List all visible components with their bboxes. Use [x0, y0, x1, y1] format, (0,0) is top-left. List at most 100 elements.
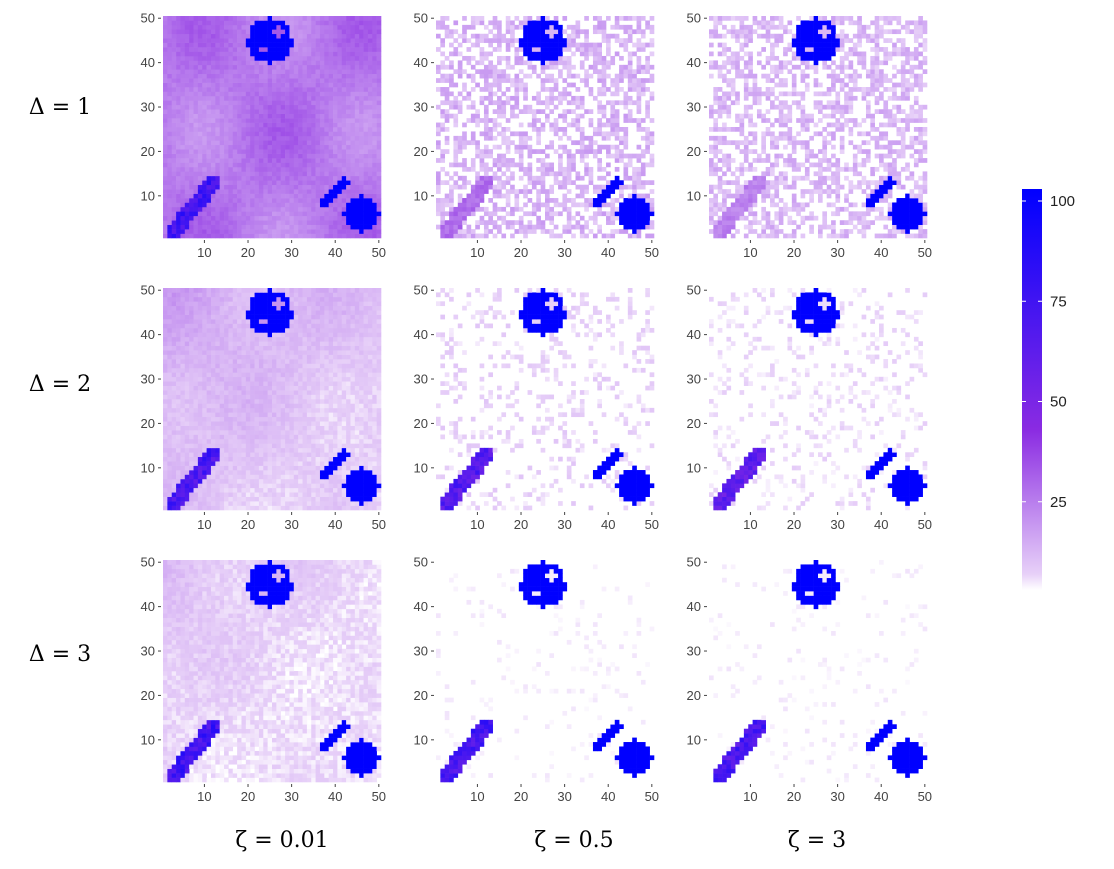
- heatmap-cell: [466, 24, 472, 30]
- heatmap-cell: [189, 55, 194, 61]
- heatmap-cell: [492, 73, 498, 79]
- heatmap-cell: [228, 144, 234, 150]
- heatmap-cell: [640, 118, 646, 123]
- heatmap-cell: [636, 82, 642, 88]
- heatmap-cell: [333, 122, 338, 128]
- heatmap-cell: [298, 193, 303, 199]
- heatmap-cell: [324, 184, 329, 190]
- heatmap-cell: [783, 144, 788, 150]
- heatmap-cell: [302, 78, 308, 83]
- heatmap-cell: [306, 33, 312, 39]
- heatmap-cell: [475, 175, 480, 181]
- heatmap-cell: [302, 69, 308, 75]
- heatmap-cell: [263, 109, 268, 114]
- heatmap-cell: [363, 202, 369, 208]
- heatmap-cell: [540, 42, 546, 48]
- heatmap-cell: [765, 189, 771, 194]
- heatmap-cell: [619, 211, 624, 217]
- heatmap-cell: [835, 91, 841, 97]
- heatmap-cell: [189, 175, 194, 181]
- heatmap-cell: [462, 24, 467, 30]
- heatmap-cell: [302, 193, 308, 199]
- heatmap-cell: [224, 220, 229, 225]
- heatmap-cell: [184, 162, 190, 168]
- heatmap-cell: [756, 233, 762, 239]
- heatmap-cell: [232, 135, 238, 141]
- heatmap-cell: [645, 198, 650, 203]
- heatmap-cell: [228, 229, 234, 234]
- heatmap-cell: [606, 42, 611, 48]
- heatmap-cell: [440, 224, 446, 230]
- heatmap-cell: [258, 220, 264, 225]
- heatmap-cell: [267, 24, 273, 30]
- heatmap-cell: [571, 122, 576, 128]
- heatmap-cell: [359, 16, 364, 21]
- heatmap-cell: [804, 166, 810, 172]
- heatmap-cell: [193, 113, 199, 119]
- heatmap-cell: [258, 42, 264, 48]
- heatmap-cell: [376, 113, 382, 119]
- heatmap-cell: [449, 206, 454, 212]
- heatmap-cell: [202, 42, 207, 48]
- heatmap-cell: [717, 166, 723, 172]
- heatmap-cell: [285, 55, 290, 61]
- heatmap-cell: [497, 206, 502, 212]
- heatmap-cell: [189, 47, 194, 52]
- heatmap-cell: [363, 113, 369, 119]
- heatmap-cell: [479, 153, 485, 159]
- heatmap-cell: [804, 149, 810, 154]
- heatmap-cell: [592, 149, 598, 154]
- heatmap-cell: [623, 95, 629, 101]
- heatmap-cell: [272, 20, 277, 26]
- heatmap-cell: [210, 91, 216, 97]
- heatmap-cell: [571, 29, 576, 35]
- heatmap-cell: [922, 140, 928, 146]
- heatmap-cell: [319, 180, 325, 186]
- heatmap-cell: [887, 189, 893, 194]
- heatmap-cell: [462, 16, 467, 21]
- heatmap-cell: [350, 118, 356, 123]
- heatmap-cell: [523, 224, 528, 230]
- heatmap-cell: [224, 55, 229, 61]
- heatmap-cell: [189, 215, 194, 221]
- heatmap-cell: [237, 78, 242, 83]
- heatmap-cell: [791, 180, 797, 186]
- heatmap-cell: [761, 113, 766, 119]
- heatmap-cell: [510, 184, 515, 190]
- heatmap-cell: [163, 60, 168, 66]
- heatmap-cell: [341, 211, 347, 217]
- heatmap-cell: [367, 87, 373, 92]
- heatmap-cell: [232, 158, 238, 163]
- heatmap-cell: [245, 42, 251, 48]
- heatmap-cell: [627, 215, 633, 221]
- heatmap-cell: [289, 180, 295, 186]
- heatmap-cell: [354, 78, 360, 83]
- heatmap-cell: [315, 60, 321, 66]
- heatmap-cell: [171, 144, 177, 150]
- heatmap-cell: [293, 73, 299, 79]
- heatmap-cell: [328, 166, 334, 172]
- heatmap-cell: [553, 149, 559, 154]
- heatmap-cell: [280, 109, 286, 114]
- heatmap-cell: [818, 180, 823, 186]
- heatmap-cell: [887, 180, 893, 186]
- heatmap-cell: [337, 131, 343, 137]
- heatmap-cell: [302, 100, 308, 106]
- heatmap-cell: [809, 211, 814, 217]
- heatmap-cell: [232, 78, 238, 83]
- heatmap-cell: [619, 153, 624, 159]
- heatmap-cell: [285, 202, 290, 208]
- heatmap-cell: [272, 175, 277, 181]
- heatmap-cell: [462, 33, 467, 39]
- heatmap-cell: [280, 140, 286, 146]
- heatmap-cell: [324, 144, 329, 150]
- heatmap-cell: [285, 215, 290, 221]
- heatmap-cell: [298, 64, 303, 70]
- heatmap-cell: [765, 118, 771, 123]
- heatmap-cell: [245, 38, 251, 43]
- heatmap-cell: [483, 135, 489, 141]
- heatmap-cell: [735, 95, 740, 101]
- heatmap-cell: [761, 184, 766, 190]
- heatmap-cell: [346, 55, 351, 61]
- heatmap-cell: [879, 198, 884, 203]
